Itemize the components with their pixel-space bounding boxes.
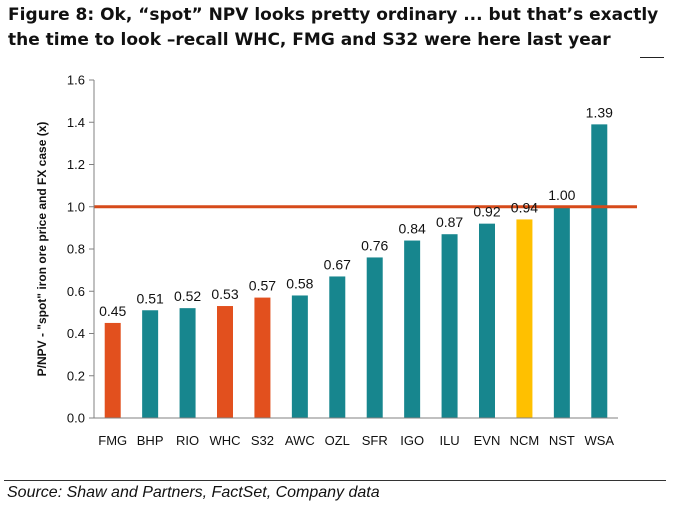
bar-rio [179, 308, 196, 418]
bar-ilu [441, 234, 458, 418]
bars [104, 124, 608, 419]
x-tick-label: WSA [584, 433, 614, 448]
y-axis-tick-labels: 0.0 0.2 0.4 0.6 0.8 1.0 1.2 1.4 1.6 [67, 73, 85, 426]
data-label: 1.00 [548, 187, 575, 203]
x-tick-label: FMG [98, 433, 127, 448]
data-label: 0.94 [511, 199, 538, 215]
x-tick-label: OZL [325, 433, 350, 448]
y-tick-label: 0.0 [67, 411, 85, 426]
data-label: 0.67 [324, 256, 351, 272]
data-label: 0.51 [137, 290, 164, 306]
bar-nst [553, 206, 570, 418]
source-rule [4, 480, 666, 481]
bar-bhp [142, 310, 159, 418]
source-note: Source: Shaw and Partners, FactSet, Comp… [7, 484, 380, 501]
bar-whc [217, 306, 233, 418]
bar-wsa [591, 124, 608, 419]
data-label: 0.76 [361, 237, 388, 253]
title-rule [640, 57, 664, 58]
x-tick-label: RIO [176, 433, 199, 448]
bar-fmg [104, 322, 121, 418]
data-label: 0.58 [286, 275, 313, 291]
bar-awc [291, 295, 308, 418]
y-tick-label: 0.2 [67, 368, 85, 383]
x-tick-label: S32 [251, 433, 274, 448]
y-axis-ticks [89, 79, 94, 419]
bar-ncm [516, 219, 533, 418]
x-tick-label: ILU [439, 433, 459, 448]
y-tick-label: 1.4 [67, 115, 85, 130]
bar-igo [404, 240, 421, 418]
bar-evn [479, 223, 495, 418]
data-label: 0.84 [399, 221, 426, 237]
y-tick-label: 1.2 [67, 157, 85, 172]
bar-chart: 0.0 0.2 0.4 0.6 0.8 1.0 1.2 1.4 1.6 0.45 0.51 0.52… [35, 73, 637, 448]
bar-s32 [254, 297, 271, 418]
x-tick-label: AWC [285, 433, 315, 448]
data-label: 0.52 [174, 288, 201, 304]
y-tick-label: 0.8 [67, 242, 85, 257]
x-tick-label: SFR [362, 433, 388, 448]
y-axis-label: P/NPV - "spot" iron ore price and FX cas… [35, 122, 49, 377]
data-label: 1.39 [586, 104, 613, 120]
data-label: 0.87 [436, 214, 463, 230]
data-label: 0.92 [473, 204, 500, 220]
chart-title: Figure 8: Ok, “spot” NPV looks pretty or… [8, 5, 659, 50]
data-label: 0.57 [249, 278, 276, 294]
y-tick-label: 0.4 [67, 326, 85, 341]
x-tick-label: NCM [510, 433, 540, 448]
bar-ozl [329, 276, 346, 418]
data-label: 0.53 [211, 286, 238, 302]
x-tick-label: IGO [400, 433, 424, 448]
x-tick-label: NST [549, 433, 575, 448]
data-label: 0.45 [99, 303, 126, 319]
data-labels: 0.45 0.51 0.52 0.53 0.57 0.58 0.67 0.76 0.84 0.87… [99, 104, 613, 319]
y-tick-label: 1.0 [67, 199, 85, 214]
y-tick-label: 0.6 [67, 284, 85, 299]
y-tick-label: 1.6 [67, 73, 85, 88]
x-tick-label: BHP [137, 433, 164, 448]
x-tick-label: EVN [474, 433, 501, 448]
x-tick-label: WHC [209, 433, 240, 448]
x-axis-tick-labels: FMG BHP RIO WHC S32 AWC OZL SFR IGO ILU EVN NCM NST W… [98, 433, 614, 448]
bar-sfr [366, 257, 383, 418]
